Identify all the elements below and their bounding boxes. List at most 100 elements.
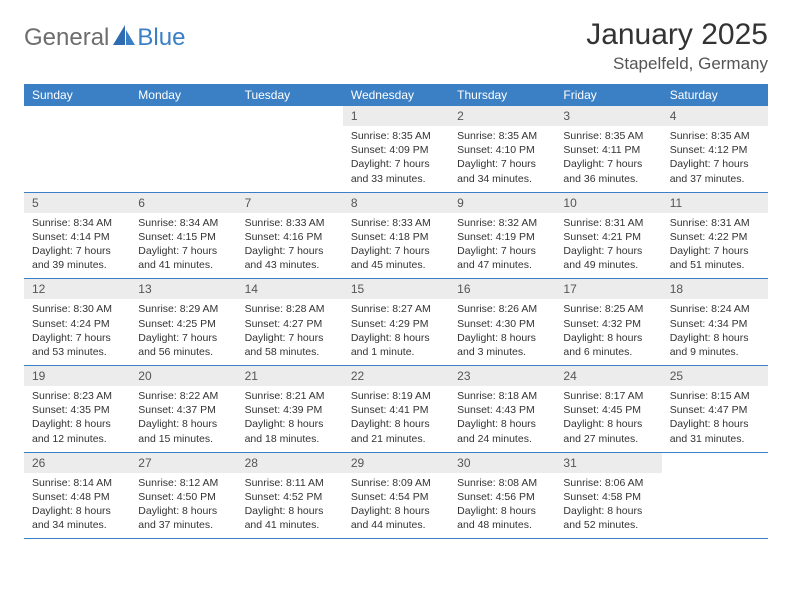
daylight-text: Daylight: 7 hours	[245, 244, 335, 258]
sunset-text: Sunset: 4:50 PM	[138, 490, 228, 504]
daylight-text: and 43 minutes.	[245, 258, 335, 272]
sunset-text: Sunset: 4:18 PM	[351, 230, 441, 244]
day-cell: 2Sunrise: 8:35 AMSunset: 4:10 PMDaylight…	[449, 106, 555, 192]
day-cell: 6Sunrise: 8:34 AMSunset: 4:15 PMDaylight…	[130, 193, 236, 279]
weekday-header: Monday	[130, 84, 236, 106]
daylight-text: Daylight: 8 hours	[32, 417, 122, 431]
day-cell: 13Sunrise: 8:29 AMSunset: 4:25 PMDayligh…	[130, 279, 236, 365]
day-body: Sunrise: 8:31 AMSunset: 4:21 PMDaylight:…	[555, 216, 661, 273]
day-body: Sunrise: 8:22 AMSunset: 4:37 PMDaylight:…	[130, 389, 236, 446]
sunset-text: Sunset: 4:58 PM	[563, 490, 653, 504]
daylight-text: and 24 minutes.	[457, 432, 547, 446]
daylight-text: and 12 minutes.	[32, 432, 122, 446]
day-number: 20	[130, 366, 236, 386]
daylight-text: Daylight: 8 hours	[563, 331, 653, 345]
day-number: 19	[24, 366, 130, 386]
day-number: 10	[555, 193, 661, 213]
day-body: Sunrise: 8:19 AMSunset: 4:41 PMDaylight:…	[343, 389, 449, 446]
day-cell: 31 Sunrise: 8:06 AMSunset: 4:58 PMDayligh…	[555, 453, 661, 539]
sunrise-text: Sunrise: 8:25 AM	[563, 302, 653, 316]
day-body: Sunrise: 8:35 AMSunset: 4:12 PMDaylight:…	[662, 129, 768, 186]
sunset-text: Sunset: 4:25 PM	[138, 317, 228, 331]
daylight-text: Daylight: 8 hours	[670, 417, 760, 431]
sunrise-text: Sunrise: 8:22 AM	[138, 389, 228, 403]
calendar: Sunday Monday Tuesday Wednesday Thursday…	[24, 84, 768, 539]
sunrise-text: Sunrise: 8:11 AM	[245, 476, 335, 490]
sunrise-text: Sunrise: 8:35 AM	[351, 129, 441, 143]
sunset-text: Sunset: 4:24 PM	[32, 317, 122, 331]
daylight-text: Daylight: 8 hours	[245, 504, 335, 518]
sunrise-text: Sunrise: 8:18 AM	[457, 389, 547, 403]
day-cell: 4Sunrise: 8:35 AMSunset: 4:12 PMDaylight…	[662, 106, 768, 192]
sunrise-text: Sunrise: 8:21 AM	[245, 389, 335, 403]
sunset-text: Sunset: 4:47 PM	[670, 403, 760, 417]
day-number: 26	[24, 453, 130, 473]
day-number: 14	[237, 279, 343, 299]
sunset-text: Sunset: 4:48 PM	[32, 490, 122, 504]
day-number: 30	[449, 453, 555, 473]
daylight-text: Daylight: 8 hours	[457, 417, 547, 431]
day-body: Sunrise: 8:21 AMSunset: 4:39 PMDaylight:…	[237, 389, 343, 446]
sunset-text: Sunset: 4:37 PM	[138, 403, 228, 417]
weekday-header: Saturday	[662, 84, 768, 106]
day-body: Sunrise: 8:33 AMSunset: 4:16 PMDaylight:…	[237, 216, 343, 273]
daylight-text: and 52 minutes.	[563, 518, 653, 532]
day-body: Sunrise: 8:34 AMSunset: 4:15 PMDaylight:…	[130, 216, 236, 273]
sunrise-text: Sunrise: 8:23 AM	[32, 389, 122, 403]
logo-text-blue: Blue	[137, 24, 185, 52]
sunset-text: Sunset: 4:09 PM	[351, 143, 441, 157]
daylight-text: Daylight: 8 hours	[563, 417, 653, 431]
daylight-text: Daylight: 7 hours	[245, 331, 335, 345]
daylight-text: Daylight: 7 hours	[32, 331, 122, 345]
day-cell: 9Sunrise: 8:32 AMSunset: 4:19 PMDaylight…	[449, 193, 555, 279]
day-cell: 3 Sunrise: 8:35 AMSunset: 4:11 PMDaylight…	[555, 106, 661, 192]
sunrise-text: Sunrise: 8:33 AM	[245, 216, 335, 230]
daylight-text: Daylight: 8 hours	[138, 417, 228, 431]
sunrise-text: Sunrise: 8:32 AM	[457, 216, 547, 230]
title-block: January 2025 Stapelfeld, Germany	[586, 18, 768, 74]
daylight-text: and 3 minutes.	[457, 345, 547, 359]
day-cell: 27Sunrise: 8:12 AMSunset: 4:50 PMDayligh…	[130, 453, 236, 539]
day-number: 15	[343, 279, 449, 299]
day-cell: 19Sunrise: 8:23 AMSunset: 4:35 PMDayligh…	[24, 366, 130, 452]
day-cell: 15Sunrise: 8:27 AMSunset: 4:29 PMDayligh…	[343, 279, 449, 365]
day-body: Sunrise: 8:17 AMSunset: 4:45 PMDaylight:…	[555, 389, 661, 446]
daylight-text: and 41 minutes.	[245, 518, 335, 532]
daylight-text: Daylight: 7 hours	[351, 157, 441, 171]
day-body: Sunrise: 8:31 AMSunset: 4:22 PMDaylight:…	[662, 216, 768, 273]
sunrise-text: Sunrise: 8:24 AM	[670, 302, 760, 316]
daylight-text: Daylight: 7 hours	[457, 157, 547, 171]
day-number: 5	[24, 193, 130, 213]
day-number: 23	[449, 366, 555, 386]
day-body: Sunrise: 8:26 AMSunset: 4:30 PMDaylight:…	[449, 302, 555, 359]
day-cell: 14Sunrise: 8:28 AMSunset: 4:27 PMDayligh…	[237, 279, 343, 365]
daylight-text: and 41 minutes.	[138, 258, 228, 272]
sunrise-text: Sunrise: 8:14 AM	[32, 476, 122, 490]
sunset-text: Sunset: 4:30 PM	[457, 317, 547, 331]
sunset-text: Sunset: 4:43 PM	[457, 403, 547, 417]
sunset-text: Sunset: 4:15 PM	[138, 230, 228, 244]
day-body: Sunrise: 8:08 AMSunset: 4:56 PMDaylight:…	[449, 476, 555, 533]
daylight-text: and 37 minutes.	[138, 518, 228, 532]
sunset-text: Sunset: 4:56 PM	[457, 490, 547, 504]
day-body: Sunrise: 8:15 AMSunset: 4:47 PMDaylight:…	[662, 389, 768, 446]
daylight-text: and 44 minutes.	[351, 518, 441, 532]
sunset-text: Sunset: 4:39 PM	[245, 403, 335, 417]
month-title: January 2025	[586, 18, 768, 52]
daylight-text: and 15 minutes.	[138, 432, 228, 446]
sunrise-text: Sunrise: 8:06 AM	[563, 476, 653, 490]
day-number: 29	[343, 453, 449, 473]
sunrise-text: Sunrise: 8:27 AM	[351, 302, 441, 316]
day-body: Sunrise: 8:06 AMSunset: 4:58 PMDaylight:…	[555, 476, 661, 533]
daylight-text: and 6 minutes.	[563, 345, 653, 359]
sunrise-text: Sunrise: 8:34 AM	[138, 216, 228, 230]
day-cell: 16Sunrise: 8:26 AMSunset: 4:30 PMDayligh…	[449, 279, 555, 365]
day-number: 17	[555, 279, 661, 299]
daylight-text: Daylight: 7 hours	[138, 244, 228, 258]
daylight-text: Daylight: 8 hours	[351, 417, 441, 431]
day-body: Sunrise: 8:35 AMSunset: 4:11 PMDaylight:…	[555, 129, 661, 186]
day-number: 31	[555, 453, 661, 473]
sunset-text: Sunset: 4:16 PM	[245, 230, 335, 244]
day-cell: 26Sunrise: 8:14 AMSunset: 4:48 PMDayligh…	[24, 453, 130, 539]
day-number: 3	[555, 106, 661, 126]
